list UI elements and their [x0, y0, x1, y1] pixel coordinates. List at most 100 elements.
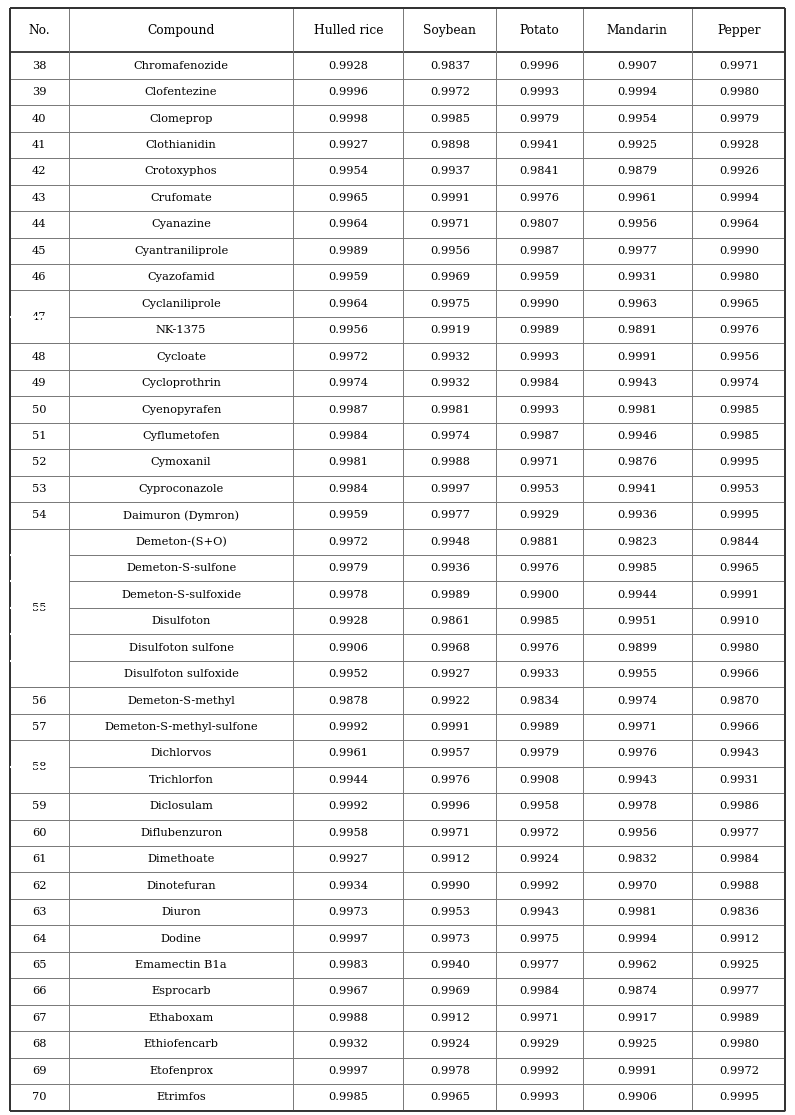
Text: 0.9836: 0.9836	[719, 908, 759, 918]
Text: 0.9958: 0.9958	[519, 802, 560, 812]
Text: Daimuron (Dymron): Daimuron (Dymron)	[123, 510, 239, 521]
Text: 0.9992: 0.9992	[519, 1066, 560, 1076]
Text: Clothianidin: Clothianidin	[145, 140, 216, 151]
Text: 0.9956: 0.9956	[618, 220, 657, 230]
Text: Chromafenozide: Chromafenozide	[134, 60, 229, 70]
Text: 0.9928: 0.9928	[719, 140, 759, 151]
Text: 0.9961: 0.9961	[618, 193, 657, 203]
Text: 0.9969: 0.9969	[430, 272, 470, 282]
Text: 0.9965: 0.9965	[328, 193, 368, 203]
Text: 0.9990: 0.9990	[519, 299, 560, 309]
Text: 0.9832: 0.9832	[618, 854, 657, 864]
Text: 0.9970: 0.9970	[618, 881, 657, 891]
Text: 0.9956: 0.9956	[430, 245, 470, 255]
Text: 59: 59	[32, 802, 46, 812]
Text: 0.9929: 0.9929	[519, 511, 560, 521]
Text: 47: 47	[32, 312, 46, 322]
Text: 0.9906: 0.9906	[618, 1093, 657, 1103]
Text: 0.9912: 0.9912	[719, 933, 759, 943]
Text: 0.9969: 0.9969	[430, 987, 470, 997]
Text: 56: 56	[32, 696, 46, 706]
Text: 0.9957: 0.9957	[430, 748, 470, 758]
Text: 50: 50	[32, 405, 46, 415]
Text: Disulfoton: Disulfoton	[151, 617, 211, 627]
Text: 0.9929: 0.9929	[519, 1039, 560, 1049]
Text: 0.9966: 0.9966	[719, 723, 759, 731]
Text: NK-1375: NK-1375	[156, 326, 206, 336]
Text: Cycloprothrin: Cycloprothrin	[142, 378, 221, 388]
Text: 0.9953: 0.9953	[519, 484, 560, 494]
Text: Dinotefuran: Dinotefuran	[146, 881, 216, 891]
Text: 0.9972: 0.9972	[719, 1066, 759, 1076]
Text: 58: 58	[32, 762, 46, 772]
Text: 0.9984: 0.9984	[328, 484, 368, 494]
Text: 0.9972: 0.9972	[430, 87, 470, 97]
Text: Cyanazine: Cyanazine	[151, 220, 211, 230]
Text: 0.9986: 0.9986	[719, 802, 759, 812]
Text: 0.9972: 0.9972	[519, 827, 560, 837]
Text: 0.9993: 0.9993	[519, 351, 560, 361]
Text: 43: 43	[32, 193, 46, 203]
Text: 0.9989: 0.9989	[328, 245, 368, 255]
Text: Demeton-S-sulfone: Demeton-S-sulfone	[126, 563, 236, 573]
Text: Crotoxyphos: Crotoxyphos	[145, 166, 217, 176]
Text: 0.9912: 0.9912	[430, 854, 470, 864]
Text: 0.9927: 0.9927	[328, 140, 368, 151]
Text: 0.9919: 0.9919	[430, 326, 470, 336]
Text: Dichlorvos: Dichlorvos	[150, 748, 211, 758]
Text: 0.9985: 0.9985	[519, 617, 560, 627]
Text: 0.9906: 0.9906	[328, 642, 368, 652]
Text: 0.9990: 0.9990	[719, 245, 759, 255]
Text: Cyenopyrafen: Cyenopyrafen	[141, 405, 221, 415]
Text: Disulfoton sulfone: Disulfoton sulfone	[129, 642, 234, 652]
Text: 0.9985: 0.9985	[328, 1093, 368, 1103]
Text: 68: 68	[32, 1039, 46, 1049]
Text: 0.9961: 0.9961	[328, 748, 368, 758]
Text: 0.9959: 0.9959	[328, 272, 368, 282]
Text: Cycloate: Cycloate	[156, 351, 206, 361]
Text: 0.9943: 0.9943	[519, 908, 560, 918]
Text: 0.9899: 0.9899	[618, 642, 657, 652]
Text: 0.9992: 0.9992	[328, 723, 368, 731]
Text: Cymoxanil: Cymoxanil	[151, 457, 211, 467]
Text: Demeton-(S+O): Demeton-(S+O)	[135, 536, 227, 547]
Text: 0.9958: 0.9958	[328, 827, 368, 837]
Text: 0.9971: 0.9971	[430, 220, 470, 230]
Text: 0.9954: 0.9954	[328, 166, 368, 176]
Text: 0.9841: 0.9841	[519, 166, 560, 176]
Text: 0.9971: 0.9971	[519, 1012, 560, 1022]
Text: 0.9956: 0.9956	[719, 351, 759, 361]
Text: 0.9987: 0.9987	[519, 432, 560, 440]
Text: 0.9876: 0.9876	[618, 457, 657, 467]
Text: 0.9996: 0.9996	[328, 87, 368, 97]
Text: 39: 39	[32, 87, 46, 97]
Text: Trichlorfon: Trichlorfon	[149, 775, 214, 785]
Text: 0.9922: 0.9922	[430, 696, 470, 706]
Text: No.: No.	[29, 23, 50, 37]
Text: 0.9987: 0.9987	[328, 405, 368, 415]
Text: 0.9948: 0.9948	[430, 536, 470, 546]
Text: Cyflumetofen: Cyflumetofen	[142, 432, 220, 440]
Text: Potato: Potato	[520, 23, 560, 37]
Text: 66: 66	[32, 987, 46, 997]
Text: Dodine: Dodine	[161, 933, 202, 943]
Text: 0.9978: 0.9978	[430, 1066, 470, 1076]
Text: 0.9974: 0.9974	[618, 696, 657, 706]
Text: 0.9988: 0.9988	[719, 881, 759, 891]
Text: 0.9943: 0.9943	[618, 775, 657, 785]
Text: 0.9931: 0.9931	[618, 272, 657, 282]
Text: 0.9917: 0.9917	[618, 1012, 657, 1022]
Text: 0.9971: 0.9971	[719, 60, 759, 70]
Text: Mandarin: Mandarin	[607, 23, 668, 37]
Text: 69: 69	[32, 1066, 46, 1076]
Text: 0.9834: 0.9834	[519, 696, 560, 706]
Text: 0.9844: 0.9844	[719, 536, 759, 546]
Text: 0.9995: 0.9995	[719, 457, 759, 467]
Text: 0.9908: 0.9908	[519, 775, 560, 785]
Text: 0.9932: 0.9932	[328, 1039, 368, 1049]
Text: 0.9870: 0.9870	[719, 696, 759, 706]
Text: 0.9966: 0.9966	[719, 669, 759, 679]
Text: Pepper: Pepper	[717, 23, 761, 37]
Text: 0.9965: 0.9965	[719, 563, 759, 573]
Text: 45: 45	[32, 245, 46, 255]
